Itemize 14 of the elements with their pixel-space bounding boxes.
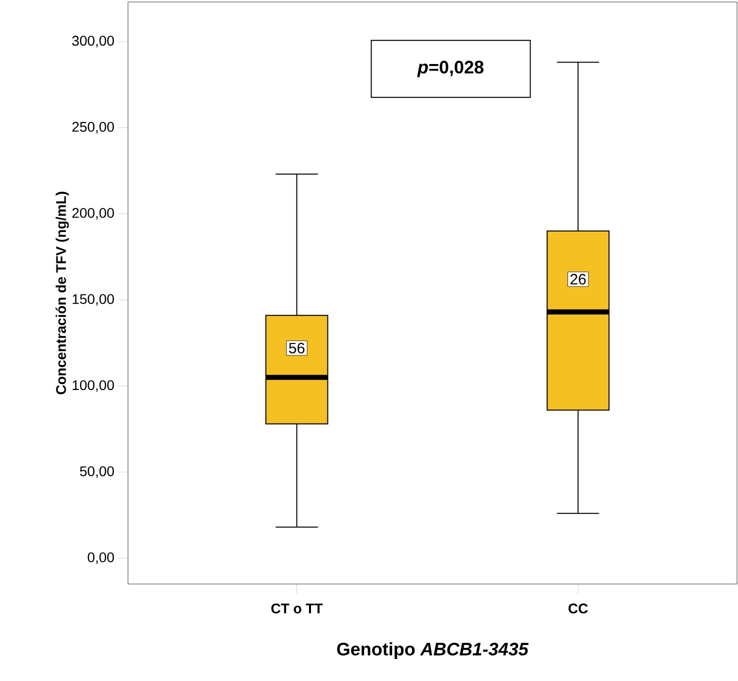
x-axis-title: Genotipo ABCB1-3435 (337, 642, 529, 660)
x-tick-label: CC (568, 604, 588, 614)
y-tick-label: 300,00 (72, 36, 114, 48)
y-tick-label: 50,00 (80, 466, 114, 478)
y-tick-label: 250,00 (72, 122, 114, 134)
y-tick-label: 200,00 (72, 208, 114, 220)
annotation: 56 (289, 342, 304, 354)
annotation: p=0,028 (417, 60, 484, 78)
annotation: 26 (570, 274, 586, 285)
y-axis-title: Concentración de TFV (ng/mL) (56, 192, 69, 394)
y-tick-label: 100,00 (72, 380, 114, 392)
x-tick-label: CT o TT (271, 604, 323, 614)
y-tick-label: 0,00 (88, 552, 114, 564)
y-tick-label: 150,00 (72, 294, 114, 306)
